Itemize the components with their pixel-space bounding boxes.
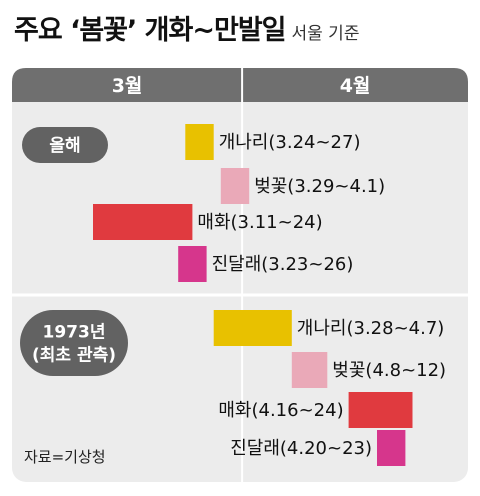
bar-g1-item2 (220, 168, 250, 204)
chart-title: 주요 ‘봄꽃’ 개화~만발일 (14, 15, 286, 46)
month-label-march: 3월 (112, 75, 143, 97)
chart-panel (12, 68, 468, 482)
source-note: 자료=기상청 (24, 448, 106, 466)
bar-label-g2-item3: 매화(4.16~24) (218, 400, 343, 421)
month-header-band (12, 68, 468, 102)
group-label-this-year-pill (22, 127, 108, 163)
bar-g2-item3 (348, 392, 413, 428)
bar-g2-item1 (213, 310, 292, 346)
bar-label-g1-item1: 개나리(3.24~27) (219, 132, 361, 153)
title-row: 주요 ‘봄꽃’ 개화~만발일 서울 기준 (14, 8, 359, 52)
bar-label-g1-item3: 매화(3.11~24) (197, 212, 322, 233)
group-label-1973-text: (최초 관측) (32, 346, 116, 366)
group-label-this-year-text: 올해 (49, 136, 80, 156)
bar-label-g1-item2: 벚꽃(3.29~4.1) (254, 176, 385, 197)
bar-g1-item4 (178, 246, 207, 282)
group-label-1973-text: 1973년 (43, 323, 106, 343)
bar-label-g1-item4: 진달래(3.23~26) (212, 254, 354, 275)
bar-g2-item4 (377, 430, 406, 466)
group-label-1973-pill (20, 310, 128, 376)
bar-g1-item1 (185, 124, 214, 160)
bar-label-g2-item1: 개나리(3.28~4.7) (297, 318, 445, 339)
bar-g1-item3 (93, 204, 193, 240)
chart-subtitle: 서울 기준 (291, 24, 360, 44)
bar-label-g2-item4: 진달래(4.20~23) (230, 438, 372, 459)
bar-label-g2-item2: 벚꽃(4.8~12) (332, 360, 446, 381)
month-label-april: 4월 (340, 75, 371, 97)
bar-g2-item2 (291, 352, 328, 388)
